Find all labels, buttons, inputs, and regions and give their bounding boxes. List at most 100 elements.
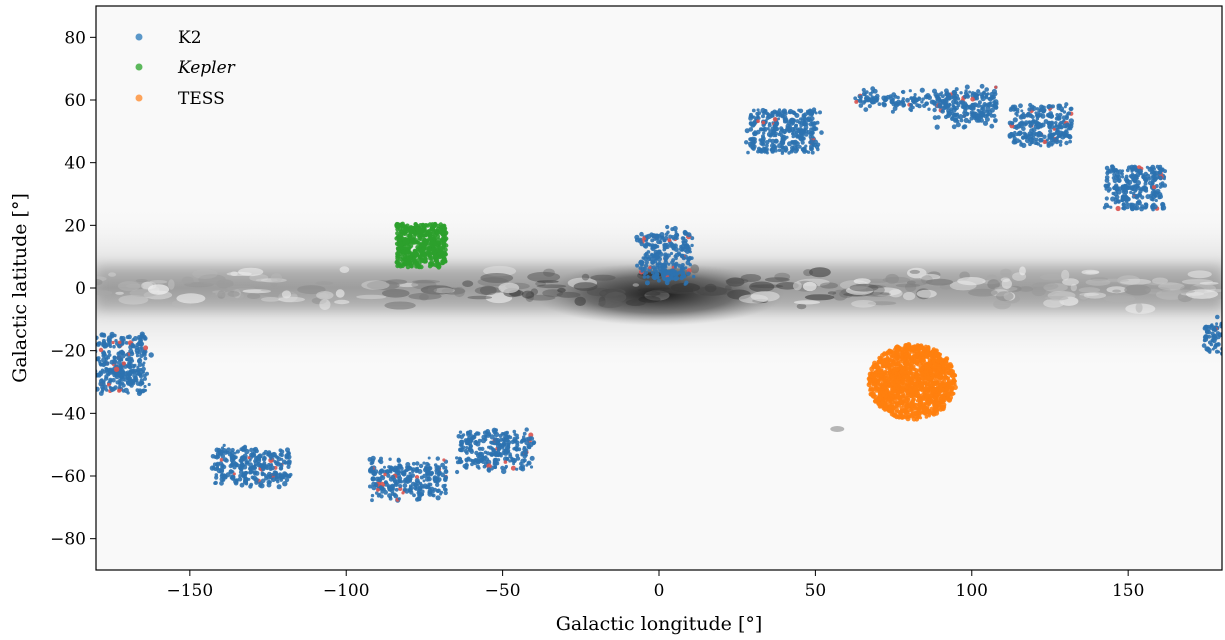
target-point [96,369,98,374]
target-point [129,356,134,362]
dust-cloud [1090,277,1109,281]
target-point [1129,185,1135,191]
target-point [908,89,912,93]
target-point [644,260,649,265]
target-point [945,376,950,381]
target-point [286,464,291,469]
target-point [905,385,910,390]
target-point [276,484,282,490]
target-point [1017,130,1023,136]
target-point [1134,168,1139,173]
target-point [121,381,125,385]
target-point [1125,204,1130,210]
target-point [418,248,423,253]
target-point [795,148,799,152]
target-point [414,262,419,267]
dust-cloud [996,291,1014,302]
target-point [1202,335,1208,340]
target-point [949,388,954,393]
target-point [758,138,763,142]
target-point [774,110,778,114]
target-point [459,459,464,464]
target-point [429,255,434,261]
target-point [992,103,997,108]
target-point [422,479,426,483]
target-point [911,98,916,104]
target-point [478,458,484,463]
target-point [420,489,425,494]
target-point [1064,140,1069,146]
target-point [219,457,224,462]
target-point [871,99,877,105]
target-point [909,103,913,107]
target-point [682,271,686,275]
field-cluster [367,455,449,503]
target-point [420,492,425,496]
target-point [994,85,998,89]
target-point [655,263,660,267]
target-point [1213,344,1218,350]
target-point [129,383,134,388]
target-point [883,408,887,412]
target-point [407,235,412,240]
target-point [667,262,671,266]
target-point [1116,189,1122,195]
target-point [923,369,928,374]
dust-cloud [895,283,921,288]
target-point [422,461,426,465]
target-point [919,352,924,357]
target-point [681,256,686,261]
target-point [962,124,968,129]
target-point [794,123,798,128]
target-point [393,465,398,470]
target-point [895,404,899,408]
target-point [214,473,219,477]
target-point [262,456,266,460]
series-kepler [394,221,449,270]
dust-cloud [638,296,661,303]
target-point [669,251,674,256]
target-point [765,143,769,148]
target-point [809,144,814,150]
target-point [924,384,930,390]
target-point [130,343,135,347]
target-point [984,87,989,92]
field-cluster [866,342,958,422]
target-point [287,459,292,465]
target-point [124,341,129,345]
target-point [993,91,998,97]
target-point [779,133,784,138]
target-point [387,465,391,469]
target-point [402,231,407,236]
target-point [949,95,954,100]
legend-marker-kepler [135,63,143,71]
target-point [504,444,511,451]
target-point [407,245,412,250]
target-point [911,105,915,110]
target-point [809,139,814,144]
target-point [381,486,385,491]
target-point [762,131,766,135]
target-point [964,103,969,108]
target-point [220,453,226,459]
dust-cloud [903,291,916,301]
target-point [249,447,254,453]
target-point [1121,202,1126,207]
target-point [1054,121,1058,125]
dust-cloud [764,277,790,283]
target-point [938,376,943,380]
target-point [234,462,239,468]
target-point [441,242,446,247]
target-point [213,480,218,485]
target-point [762,126,768,132]
target-point [668,234,673,239]
target-point [442,256,447,261]
legend: K2 Kepler TESS [135,28,236,109]
target-point [982,120,989,126]
target-point [108,377,113,383]
target-point [952,105,956,109]
target-point [1046,143,1051,148]
target-point [1136,201,1140,206]
dust-cloud [599,291,607,295]
x-tick-label: 100 [956,581,988,601]
